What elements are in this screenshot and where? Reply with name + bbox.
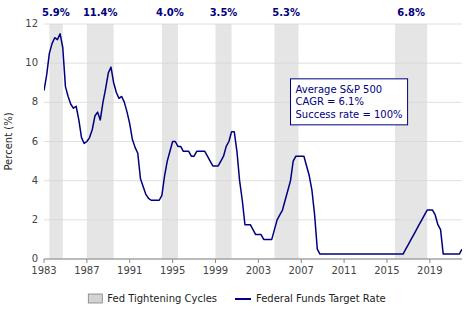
- legend-item: Federal Funds Target Rate: [235, 293, 386, 304]
- x-tick: [344, 259, 345, 263]
- annotation: Average S&P 500CAGR = 6.1% Success rate =…: [291, 79, 408, 125]
- x-axis-line: [44, 259, 462, 260]
- plot-area: [44, 24, 462, 259]
- cycle-label: 5.3%: [272, 7, 300, 18]
- x-tick: [44, 259, 45, 263]
- x-tick: [429, 259, 430, 263]
- y-tick-label: 10: [25, 57, 38, 68]
- x-tick-label: 1995: [160, 265, 185, 276]
- y-tick-label: 8: [32, 96, 38, 107]
- annotation-line: Success rate = 100%: [296, 109, 403, 120]
- y-tick-label: 12: [25, 18, 38, 29]
- x-tick-label: 2015: [374, 265, 399, 276]
- y-tick-label: 6: [32, 136, 38, 147]
- tightening-band: [49, 24, 62, 259]
- cycle-label: 4.0%: [156, 7, 184, 18]
- x-tick: [258, 259, 259, 263]
- tightening-band: [274, 24, 298, 259]
- x-tick: [172, 259, 173, 263]
- legend-swatch: [235, 298, 251, 300]
- x-tick-label: 2003: [246, 265, 271, 276]
- legend-label: Federal Funds Target Rate: [256, 293, 386, 304]
- annotation-line: CAGR = 6.1%: [296, 96, 365, 107]
- x-tick-label: 1987: [74, 265, 99, 276]
- cycle-label: 5.9%: [42, 7, 70, 18]
- tightening-band: [395, 24, 427, 259]
- legend-label: Fed Tightening Cycles: [107, 293, 217, 304]
- rate-line: [44, 34, 462, 254]
- x-tick-label: 2011: [331, 265, 356, 276]
- legend-item: Fed Tightening Cycles: [88, 293, 217, 304]
- x-tick-label: 1991: [117, 265, 142, 276]
- legend-swatch: [88, 294, 102, 303]
- y-tick-label: 2: [32, 214, 38, 225]
- x-tick: [386, 259, 387, 263]
- tightening-band: [87, 24, 114, 259]
- x-tick-label: 1983: [31, 265, 56, 276]
- y-tick-label: 4: [32, 175, 38, 186]
- y-tick-label: 0: [32, 253, 38, 264]
- x-tick: [301, 259, 302, 263]
- x-tick-label: 2019: [417, 265, 442, 276]
- cycle-label: 3.5%: [210, 7, 238, 18]
- x-tick: [86, 259, 87, 263]
- cycle-label: 11.4%: [83, 7, 118, 18]
- cycle-label: 6.8%: [397, 7, 425, 18]
- axes: 0 2 4 6 8 10 12 1983 1987 1991 1995 1999 2003 2007 201…: [3, 18, 462, 276]
- grid: [44, 24, 462, 259]
- annotation-line: Average S&P 500: [296, 84, 383, 95]
- grid-line: [44, 259, 462, 260]
- y-axis-label: Percent (%): [3, 112, 14, 170]
- annotation-box: [291, 79, 408, 125]
- x-tick-label: 1999: [203, 265, 228, 276]
- x-tick: [129, 259, 130, 263]
- annotation-text: Average S&P 500CAGR = 6.1% Success rate =…: [296, 84, 403, 120]
- x-tick-label: 2007: [289, 265, 314, 276]
- chart: 0 2 4 6 8 10 12 1983 1987 1991 1995 1999 2003 2007 201…: [0, 0, 474, 311]
- legend: Fed Tightening Cycles Federal Funds Targe…: [88, 293, 385, 304]
- x-tick: [215, 259, 216, 263]
